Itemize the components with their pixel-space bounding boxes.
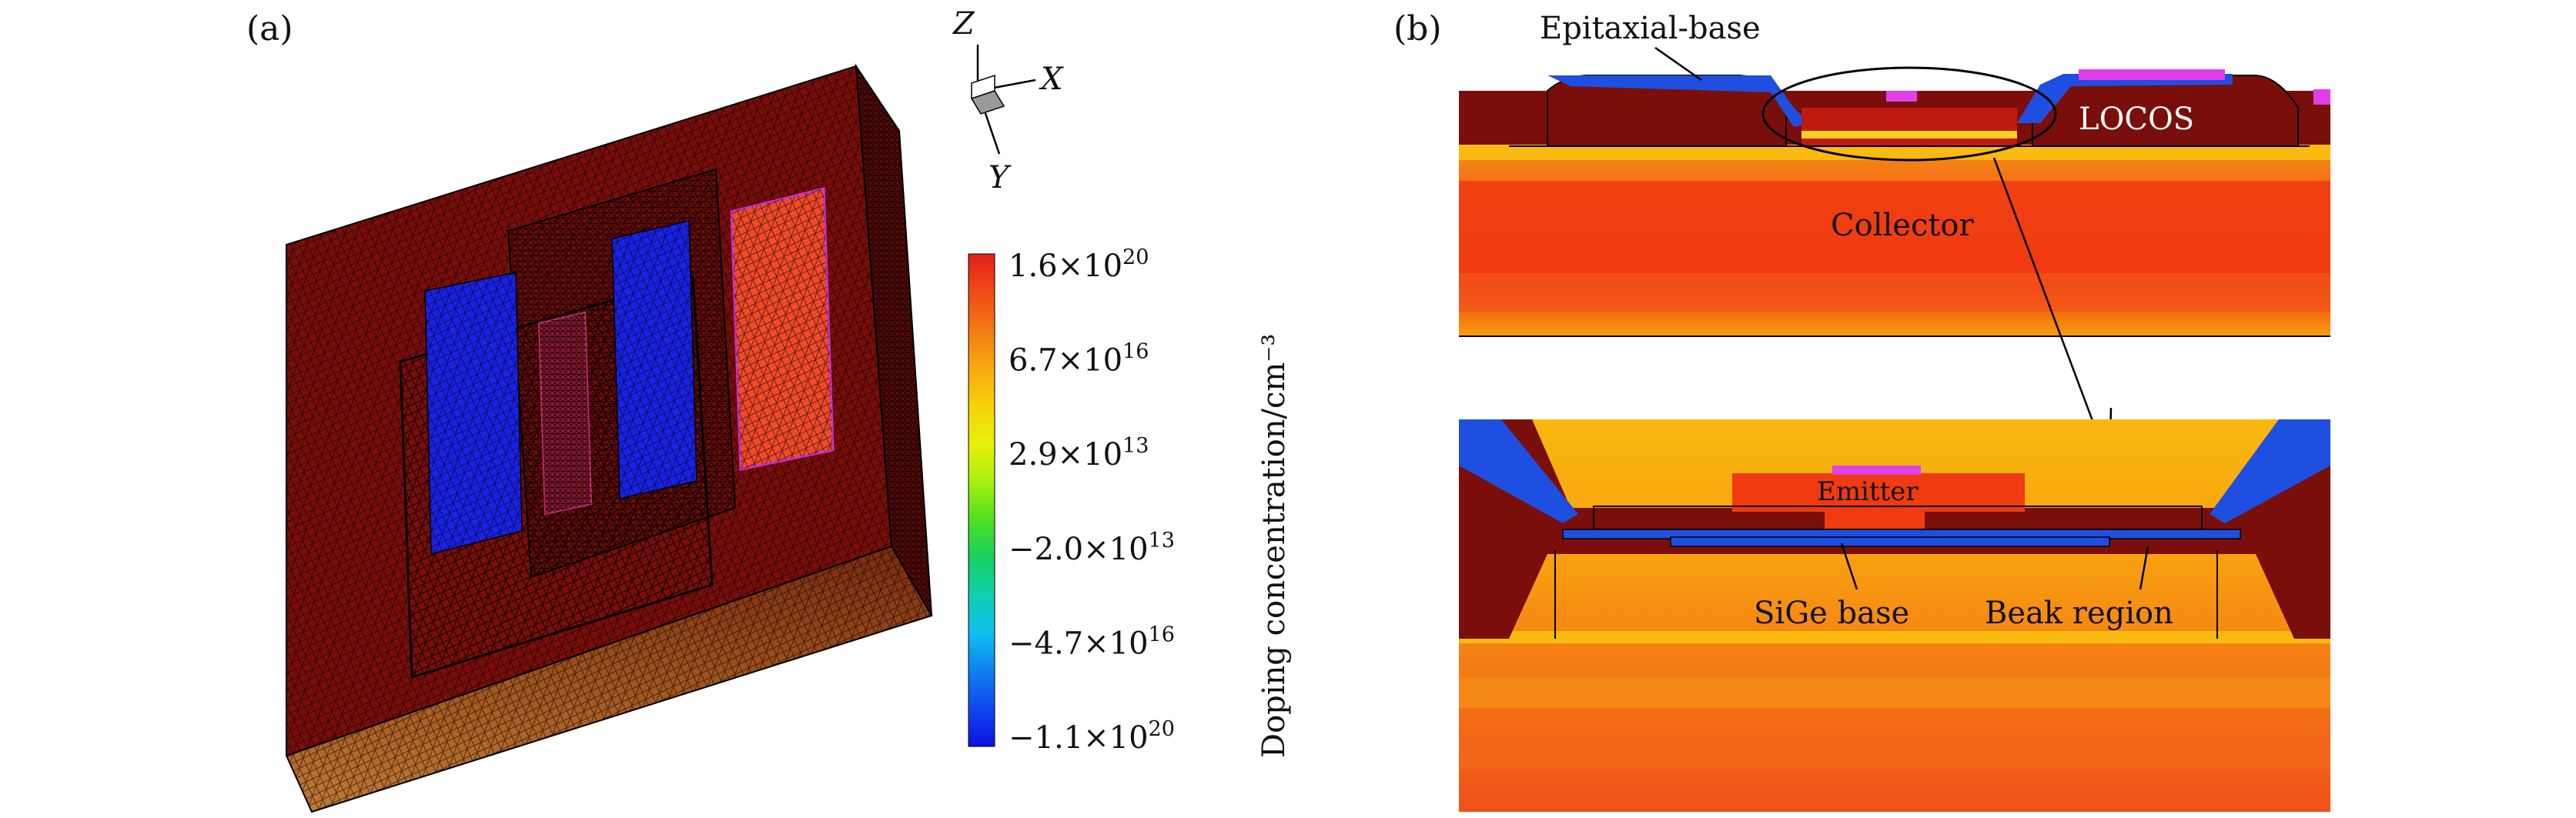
x-axis-label: X (1039, 62, 1064, 97)
collector-contact-mesh (731, 189, 833, 469)
colorbar-tick-label: −4.7×1016 (1009, 623, 1175, 661)
emitter-label: Emitter (1817, 476, 1919, 507)
y-axis-label: Y (989, 160, 1012, 195)
front-face-mesh (286, 546, 932, 812)
beak-region-label: Beak region (1985, 596, 2173, 631)
epitaxial-base-pointer (1654, 46, 1702, 82)
side-face-mesh (856, 66, 932, 616)
locos-label: LOCOS (2079, 102, 2194, 137)
device-3d-mesh (285, 63, 933, 813)
oxide-left-top (1547, 75, 1809, 127)
base-contact-left-mesh (425, 272, 522, 554)
sige-base-label: SiGe base (1754, 596, 1909, 631)
axis-triad: Z X Y (952, 6, 1064, 195)
contact-top-right (2079, 69, 2225, 80)
colorbar-tick-label: −2.0×1013 (1009, 529, 1175, 567)
sige-base-pointer (1840, 543, 1858, 590)
collector-label: Collector (1831, 208, 1975, 243)
zoom-arrow-line (1992, 157, 2109, 462)
epitaxial-base-label: Epitaxial-base (1540, 11, 1761, 46)
colorbar: 1.6×1020 6.7×1016 2.9×1013 −2.0×1013 −4.7×10… (968, 245, 1292, 758)
base-contact-right-mesh (612, 221, 697, 499)
oxide-beak-right (2210, 419, 2330, 523)
colorbar-tick-label: 6.7×1016 (1009, 340, 1149, 379)
active-region-top (1802, 108, 2017, 146)
contact-top-center (1886, 91, 1917, 102)
oxide-right-top (2017, 74, 2233, 123)
colorbar-ticks: 1.6×1020 6.7×1016 2.9×1013 −2.0×1013 −4.7×10… (1009, 245, 1175, 756)
top-cross-section: Epitaxial-base LOCOS Collector (1459, 11, 2330, 468)
panel-a-label: (a) (246, 9, 293, 48)
emitter-region (1732, 473, 2025, 512)
colorbar-tick-label: 1.6×1020 (1009, 245, 1149, 284)
bottom-cross-section: Emitter SiGe base Beak region (1459, 419, 2330, 812)
colorbar-scale (968, 253, 995, 747)
colorbar-tick-label: 2.9×1013 (1009, 434, 1149, 472)
z-axis-label: Z (952, 6, 975, 42)
oxide-beak-left (1459, 419, 1578, 523)
emitter-contact (1832, 466, 1921, 475)
colorbar-title: Doping concentration/cm⁻³ (1256, 334, 1292, 758)
beak-region-pointer (2139, 546, 2149, 590)
colorbar-tick-label: −1.1×1020 (1009, 717, 1175, 756)
panel-b-label: (b) (1393, 9, 1442, 48)
emitter-stripe-mesh (539, 312, 591, 514)
highlight-ellipse (1761, 66, 2057, 162)
